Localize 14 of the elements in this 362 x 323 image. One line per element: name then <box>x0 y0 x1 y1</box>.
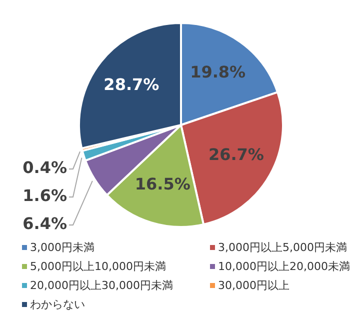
legend-label: 3,000円以上5,000円未満 <box>218 240 347 255</box>
legend-label: 5,000円以上10,000円未満 <box>30 259 166 274</box>
data-label: 1.6% <box>22 186 67 206</box>
legend-label: わからない <box>30 297 85 312</box>
data-label: 0.4% <box>22 158 67 178</box>
data-label: 28.7% <box>104 74 160 94</box>
legend-label: 10,000円以上20,000未満 <box>218 259 350 274</box>
data-label: 19.8% <box>190 62 246 82</box>
legend-label: 3,000円未満 <box>30 240 94 255</box>
legend-label: 20,000円以上30,000円未満 <box>30 278 173 293</box>
data-label: 6.4% <box>22 214 67 234</box>
data-label: 26.7% <box>208 145 264 164</box>
legend-label: 30,000円以上 <box>218 278 290 293</box>
data-label: 16.5% <box>134 174 190 194</box>
